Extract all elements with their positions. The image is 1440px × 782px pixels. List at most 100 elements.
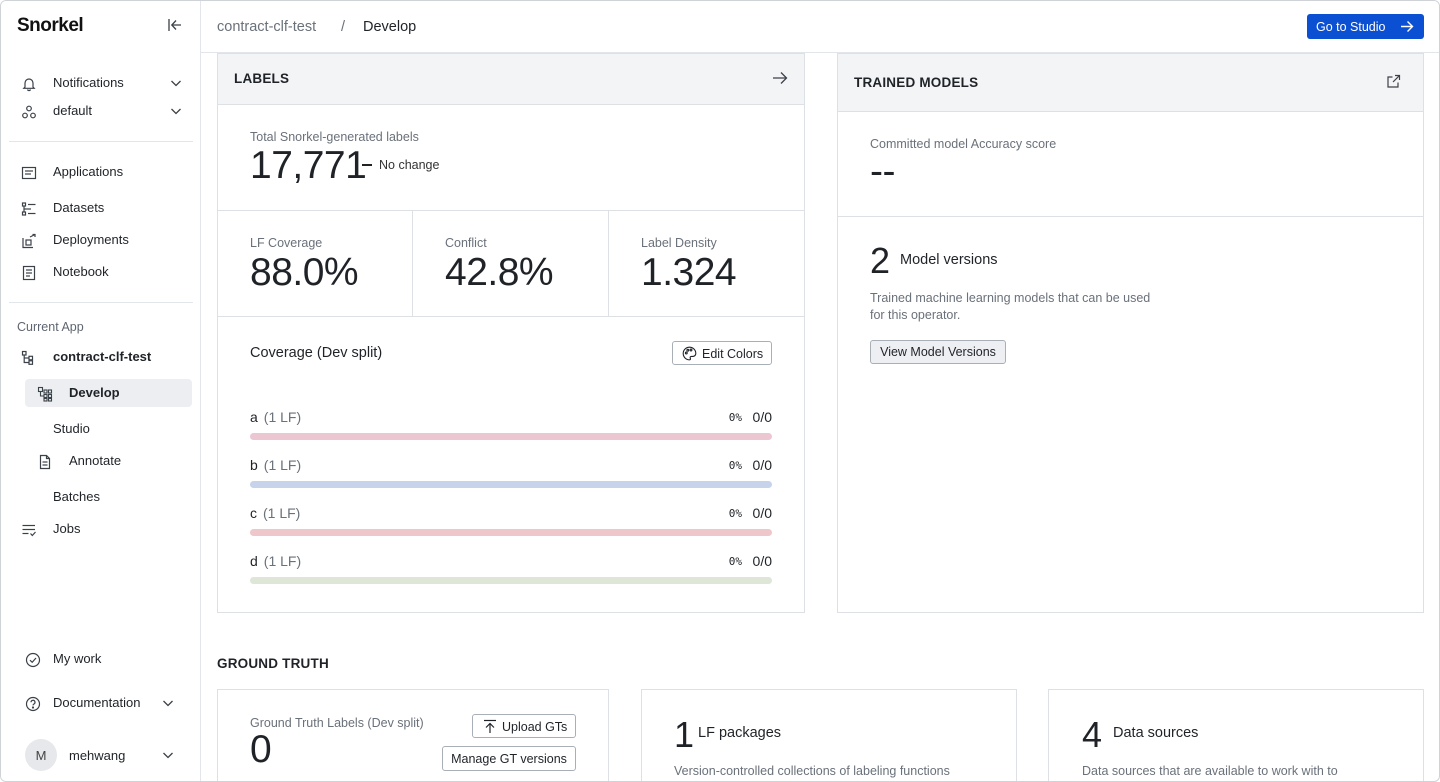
applications-icon: [21, 165, 37, 181]
coverage-bar: [250, 529, 772, 536]
sidebar-item-develop[interactable]: Develop: [25, 379, 192, 407]
sidebar-item-documentation[interactable]: Documentation: [9, 689, 193, 717]
sidebar-item-applications[interactable]: Applications: [9, 158, 193, 186]
total-labels-value: 17,771: [250, 144, 367, 187]
sidebar-item-label: Studio: [53, 421, 90, 436]
breadcrumb-separator: /: [341, 19, 346, 35]
current-app-heading: Current App: [17, 320, 84, 334]
coverage-percent: 0%: [728, 411, 742, 424]
collapse-sidebar-icon[interactable]: [167, 17, 185, 35]
button-label: Go to Studio: [1316, 19, 1386, 34]
sidebar-item-label: Notebook: [53, 264, 109, 279]
class-name: b (1 LF): [250, 457, 302, 473]
palette-icon: [682, 346, 697, 364]
button-label: Edit Colors: [702, 347, 764, 361]
coverage-fraction: 0/0: [752, 505, 772, 521]
change-indicator: No change: [379, 158, 440, 172]
app-tree-icon: [21, 350, 37, 366]
arrow-right-icon[interactable]: [772, 71, 788, 90]
metric-label: Label Density: [641, 236, 717, 250]
card-divider: [218, 210, 804, 211]
develop-icon: [37, 386, 53, 405]
sidebar-item-label: Datasets: [53, 200, 105, 215]
coverage-percent: 0%: [728, 507, 742, 520]
lf-packages-desc: Version-controlled collections of labeli…: [674, 764, 950, 778]
model-versions-label: Model versions: [900, 252, 998, 268]
sidebar-item-label: Develop: [69, 385, 120, 400]
sidebar-item-deployments[interactable]: Deployments: [9, 226, 193, 254]
metric-label-density: Label Density 1.324: [609, 211, 804, 316]
sidebar-item-my-work[interactable]: My work: [9, 645, 193, 673]
coverage-bar: [250, 577, 772, 584]
metric-lf-coverage: LF Coverage 88.0%: [218, 211, 413, 316]
card-divider: [218, 316, 804, 317]
sidebar-item-label: Jobs: [53, 521, 81, 536]
sidebar-item-label: Applications: [53, 164, 124, 179]
trained-models-header: TRAINED MODELS: [838, 54, 1423, 112]
class-name: a (1 LF): [250, 409, 302, 425]
sidebar-item-datasets[interactable]: Datasets: [9, 194, 193, 222]
deployments-icon: [21, 233, 37, 249]
sidebar-item-notebook[interactable]: Notebook: [9, 258, 193, 286]
coverage-title: Coverage (Dev split): [250, 345, 383, 361]
view-model-versions-button[interactable]: View Model Versions: [870, 340, 1006, 364]
chevron-down-icon[interactable]: [161, 748, 175, 767]
notebook-icon: [21, 265, 37, 281]
sidebar-item-jobs[interactable]: Jobs: [9, 515, 193, 543]
breadcrumb-app[interactable]: contract-clf-test: [217, 19, 317, 35]
labels-card-title: LABELS: [234, 71, 290, 86]
external-link-icon[interactable]: [1386, 74, 1401, 94]
sidebar: Snorkel Notifications default Applicatio…: [1, 1, 201, 781]
sidebar-item-label: Batches: [53, 489, 100, 504]
sidebar-item-label: Deployments: [53, 232, 129, 247]
metric-label: Conflict: [445, 236, 487, 250]
ground-truth-heading: GROUND TRUTH: [217, 656, 329, 671]
trained-models-card: TRAINED MODELS Committed model Accuracy …: [837, 53, 1424, 613]
metric-value: 42.8%: [445, 251, 554, 294]
manage-gt-versions-button[interactable]: Manage GT versions: [442, 746, 576, 771]
gt-labels-value: 0: [250, 728, 272, 771]
lf-packages-label: LF packages: [698, 725, 782, 741]
go-to-studio-button[interactable]: Go to Studio: [1307, 14, 1424, 39]
lf-packages-card: 1 LF packages Version-controlled collect…: [641, 689, 1017, 781]
lf-count: (1 LF): [263, 409, 302, 425]
model-versions-desc: for this operator.: [870, 308, 961, 322]
check-circle-icon: [25, 652, 41, 668]
edit-colors-button[interactable]: Edit Colors: [672, 341, 772, 365]
coverage-percent: 0%: [728, 555, 742, 568]
dash-icon: [362, 164, 372, 166]
data-sources-count: 4: [1082, 714, 1103, 755]
gt-labels-caption: Ground Truth Labels (Dev split): [250, 716, 424, 730]
bell-icon: [21, 76, 37, 92]
avatar[interactable]: M: [25, 739, 57, 771]
sidebar-item-current-app[interactable]: contract-clf-test: [9, 343, 193, 371]
sidebar-divider: [9, 141, 193, 142]
metric-label: LF Coverage: [250, 236, 323, 250]
sidebar-item-batches[interactable]: Batches: [25, 483, 192, 511]
upload-gts-button[interactable]: Upload GTs: [472, 714, 576, 738]
metric-value: 1.324: [641, 251, 737, 294]
metric-value: 88.0%: [250, 251, 359, 294]
breadcrumb-current: Develop: [363, 19, 417, 35]
data-sources-card: 4 Data sources Data sources that are ava…: [1048, 689, 1424, 781]
metric-conflict: Conflict 42.8%: [413, 211, 609, 316]
accuracy-caption: Committed model Accuracy score: [870, 137, 1057, 151]
ground-truth-card: Ground Truth Labels (Dev split) 0 Upload…: [217, 689, 609, 781]
arrow-right-icon: [1401, 21, 1414, 32]
coverage-row: c (1 LF) 0% 0/0: [250, 505, 772, 536]
upload-icon: [483, 719, 497, 737]
data-sources-label: Data sources: [1113, 725, 1199, 741]
sidebar-item-workspace[interactable]: default: [9, 97, 193, 125]
coverage-fraction: 0/0: [752, 553, 772, 569]
sidebar-item-notifications[interactable]: Notifications: [9, 69, 193, 97]
coverage-row: a (1 LF) 0% 0/0: [250, 409, 772, 440]
model-versions-desc: Trained machine learning models that can…: [870, 291, 1151, 305]
user-name[interactable]: mehwang: [69, 748, 126, 763]
lf-count: (1 LF): [263, 553, 302, 569]
lf-packages-count: 1: [674, 714, 695, 755]
sidebar-item-studio[interactable]: Studio: [25, 415, 192, 443]
sidebar-item-annotate[interactable]: Annotate: [25, 447, 192, 475]
sidebar-divider: [9, 302, 193, 303]
class-name: d (1 LF): [250, 553, 302, 569]
